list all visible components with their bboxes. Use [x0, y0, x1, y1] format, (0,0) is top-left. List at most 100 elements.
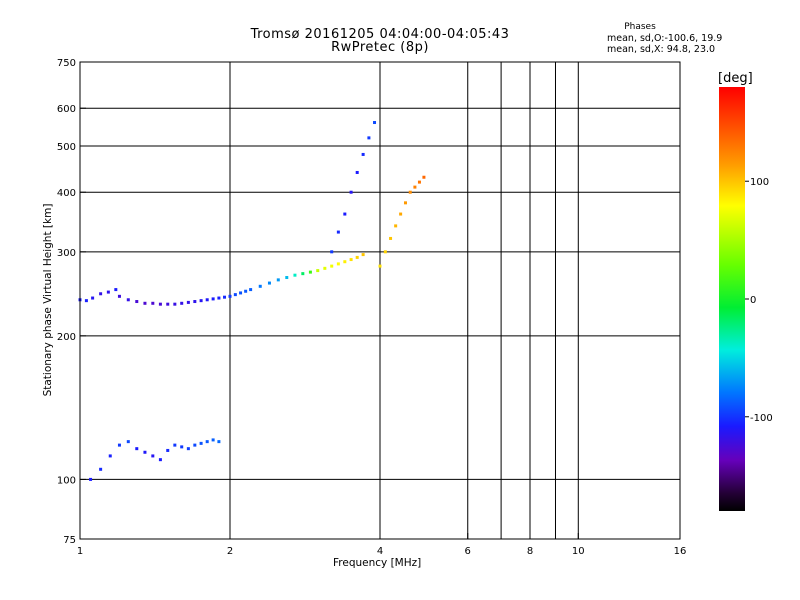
data-point: [258, 284, 262, 288]
data-point: [99, 292, 103, 296]
data-point: [267, 281, 271, 285]
data-point: [343, 212, 347, 216]
data-point: [330, 264, 334, 268]
data-point: [114, 288, 118, 292]
data-point: [399, 212, 403, 216]
chart-title: Tromsø 20161205 04:04:00-04:05:43: [250, 27, 510, 42]
grid-lines: [80, 62, 680, 539]
data-point: [89, 477, 93, 481]
data-point: [186, 447, 190, 451]
data-point: [166, 448, 170, 452]
colorbar-tick-label: -100: [750, 413, 773, 424]
data-point: [151, 301, 155, 305]
x-tick-label: 16: [674, 546, 687, 557]
x-tick-label: 10: [572, 546, 585, 557]
data-point: [336, 262, 340, 266]
data-point: [199, 299, 203, 303]
data-point: [117, 443, 121, 447]
data-point: [126, 440, 130, 444]
x-tick-label: 1: [77, 546, 83, 557]
x-tick-label: 4: [377, 546, 383, 557]
data-point: [330, 250, 334, 254]
data-point: [367, 136, 371, 140]
data-point: [217, 440, 221, 444]
stats-o-mode: mean, sd,O:-100.6, 19.9: [607, 33, 723, 44]
data-point: [389, 236, 393, 240]
data-point: [117, 294, 121, 298]
y-tick-label: 750: [57, 58, 76, 69]
data-point: [193, 300, 197, 304]
y-tick-label: 200: [57, 332, 76, 343]
stats-x-mode: mean, sd,X: 94.8, 23.0: [607, 44, 716, 55]
data-point: [151, 454, 155, 458]
data-point: [166, 302, 170, 306]
data-point: [301, 272, 305, 276]
x-tick-label: 8: [527, 546, 533, 557]
data-point: [199, 441, 203, 445]
y-tick-label: 600: [57, 104, 76, 115]
data-point: [355, 255, 359, 259]
data-point: [336, 230, 340, 234]
data-point: [223, 295, 227, 299]
data-point: [285, 276, 289, 280]
x-axis-label: Frequency [MHz]: [333, 557, 422, 569]
data-point: [378, 264, 382, 268]
data-point: [205, 440, 209, 444]
data-point: [417, 180, 421, 184]
data-point: [383, 250, 387, 254]
data-point: [349, 190, 353, 194]
data-point: [106, 290, 110, 294]
data-point: [143, 301, 147, 305]
data-point: [308, 270, 312, 274]
data-point: [249, 288, 253, 292]
data-point: [355, 170, 359, 174]
phase-colorbar: [719, 87, 745, 511]
colorbar-ticks: 100 0 -100: [745, 177, 773, 424]
x-tick-label: 6: [465, 546, 471, 557]
data-point: [211, 297, 215, 301]
data-point: [323, 266, 327, 270]
data-point: [173, 443, 177, 447]
data-point: [143, 450, 147, 454]
data-point: [228, 294, 232, 298]
chart-subtitle: RwPretec (8p): [331, 40, 429, 55]
stats-heading: Phases: [624, 22, 656, 32]
data-point: [158, 458, 162, 462]
data-point: [108, 454, 112, 458]
data-point: [361, 152, 365, 156]
data-point: [361, 253, 365, 257]
data-point: [180, 445, 184, 449]
data-point: [193, 443, 197, 447]
data-point: [293, 273, 297, 277]
y-tick-label: 500: [57, 142, 76, 153]
data-point: [158, 302, 162, 306]
data-point: [403, 201, 407, 205]
data-point: [186, 300, 190, 304]
data-point: [343, 260, 347, 264]
data-point: [180, 301, 184, 305]
data-point: [244, 289, 248, 293]
y-tick-label: 300: [57, 248, 76, 259]
x-tick-label: 2: [227, 546, 233, 557]
data-point: [91, 296, 95, 300]
data-point: [349, 258, 353, 262]
data-point: [84, 299, 88, 303]
data-point: [205, 298, 209, 302]
axis-ticks: 1 2 4 6 8 10 16 75 100 200 300 400 500 600 750: [57, 58, 686, 557]
data-point: [276, 278, 280, 282]
data-point: [135, 300, 139, 304]
y-tick-label: 100: [57, 475, 76, 486]
y-tick-label: 400: [57, 188, 76, 199]
colorbar-tick-label: 0: [750, 295, 756, 306]
data-point: [413, 185, 417, 189]
y-tick-label: 75: [63, 535, 76, 546]
data-point: [217, 296, 221, 300]
data-point: [408, 190, 412, 194]
data-point: [173, 302, 177, 306]
data-point: [373, 121, 377, 125]
data-point: [239, 291, 243, 295]
data-point: [135, 447, 139, 451]
colorbar-unit-label: [deg]: [718, 71, 753, 86]
data-point: [233, 293, 237, 297]
